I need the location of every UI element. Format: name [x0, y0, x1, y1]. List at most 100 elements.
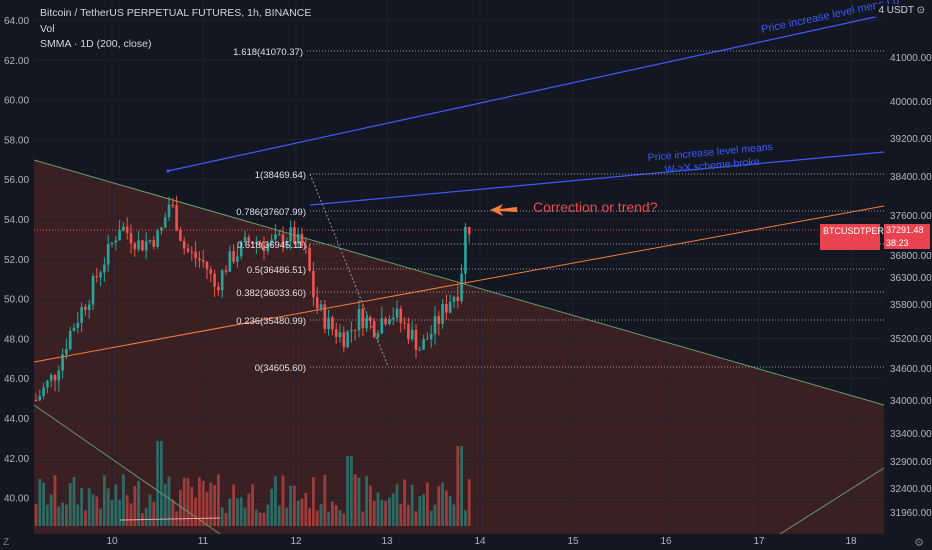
candle-body: [376, 333, 380, 338]
candle-body: [433, 316, 437, 335]
fib-level-label: 0.236(35480.99): [236, 316, 306, 327]
candle-body: [304, 245, 308, 248]
fib-level-label: 0.5(36486.51): [247, 265, 306, 276]
candle-body: [38, 395, 42, 401]
candle-body: [281, 234, 285, 246]
candle-body: [171, 204, 175, 206]
candle-body: [308, 247, 311, 271]
candle-body: [315, 297, 319, 309]
volume-bar: [72, 476, 76, 526]
volume-bar: [300, 498, 304, 526]
right-axis-tick: 34000.00: [890, 396, 932, 407]
candle-body: [460, 273, 463, 301]
volume-bar: [384, 500, 387, 526]
left-axis-tick: 46.00: [4, 374, 29, 385]
candle-body: [342, 332, 346, 348]
right-axis-tick: 36800.00: [890, 251, 932, 262]
fib-level-label: 0.618(36945.11): [237, 240, 306, 251]
right-axis-tick: 40000.00: [890, 97, 932, 108]
volume-bar: [464, 510, 467, 526]
candle-body: [34, 400, 38, 401]
volume-bar: [262, 512, 266, 526]
candle-body: [452, 296, 456, 302]
right-axis-tick: 38400.00: [890, 172, 932, 183]
volume-bar: [258, 512, 262, 526]
volume-bar: [376, 492, 380, 526]
candle-body: [122, 226, 125, 231]
volume-bar: [198, 477, 201, 526]
candle-body: [346, 331, 349, 348]
candle-body: [110, 242, 114, 244]
candle-body: [129, 233, 133, 244]
volume-bar: [353, 474, 357, 526]
candle-body: [144, 241, 148, 251]
candle-body: [61, 354, 64, 371]
volume-bar: [426, 482, 429, 526]
candle-body: [53, 374, 57, 381]
volume-bar: [99, 508, 102, 526]
candle-body: [426, 338, 429, 340]
candle-body: [152, 240, 156, 247]
time-axis-tick: 15: [567, 536, 579, 547]
fib-level-label: 1.618(41070.37): [233, 47, 303, 58]
candle-body: [65, 349, 68, 355]
time-axis-tick: 16: [660, 536, 672, 547]
candle-body: [236, 256, 239, 262]
volume-bar: [372, 500, 376, 526]
currency-badge[interactable]: 4 USDT ⊙: [875, 4, 928, 17]
right-green-line: [779, 467, 885, 535]
candle-body: [414, 329, 418, 350]
volume-bar: [80, 487, 83, 526]
right-axis-tick: 35200.00: [890, 334, 932, 345]
candle-body: [388, 319, 391, 325]
candle-body: [243, 237, 247, 243]
fib-diagonal: [309, 173, 389, 367]
candle-body: [331, 317, 334, 330]
volume-bar: [42, 482, 45, 526]
right-axis-tick: 41000.00: [890, 53, 932, 64]
volume-bar: [281, 475, 285, 526]
candle-body: [182, 240, 186, 249]
volume-bar: [388, 497, 391, 526]
legend-vol[interactable]: Vol: [40, 22, 55, 35]
candle-body: [319, 304, 323, 309]
candle-body: [217, 286, 220, 291]
candle-body: [141, 240, 144, 251]
right-axis-tick: 34600.00: [890, 364, 932, 375]
candle-body: [198, 258, 201, 261]
candle-body: [201, 260, 205, 262]
volume-bars: [34, 441, 471, 526]
gear-icon[interactable]: ⚙: [914, 537, 924, 549]
volume-bar: [201, 480, 205, 526]
candle-body: [224, 270, 228, 272]
volume-bar: [399, 503, 403, 526]
volume-bar: [156, 441, 159, 526]
volume-bar: [144, 508, 148, 526]
volume-bar: [433, 504, 437, 526]
zoom-icon[interactable]: Z: [3, 537, 10, 548]
time-axis-tick: 12: [290, 536, 302, 547]
candle-body: [403, 322, 406, 324]
volume-bar: [209, 482, 213, 526]
volume-bar: [84, 510, 87, 526]
volume-bar: [236, 498, 239, 526]
volume-bar: [255, 509, 258, 526]
volume-bar: [350, 456, 353, 526]
candle-body: [274, 234, 277, 240]
time-axis-tick: 11: [198, 536, 209, 547]
volume-bar: [403, 479, 406, 526]
candle-body: [148, 240, 152, 242]
volume-bar: [422, 494, 425, 526]
volume-bar: [57, 506, 61, 526]
volume-bar: [391, 493, 395, 526]
candle-body: [255, 242, 258, 245]
price-tag-symbol: BTCUSDTPERP: [823, 226, 891, 236]
candle-body: [369, 317, 372, 322]
candle-body: [220, 270, 224, 291]
candle-body: [441, 303, 444, 324]
legend-smma[interactable]: SMMA · 1D (200, close): [40, 38, 152, 50]
candle-body: [209, 269, 213, 274]
candle-body: [467, 227, 471, 235]
